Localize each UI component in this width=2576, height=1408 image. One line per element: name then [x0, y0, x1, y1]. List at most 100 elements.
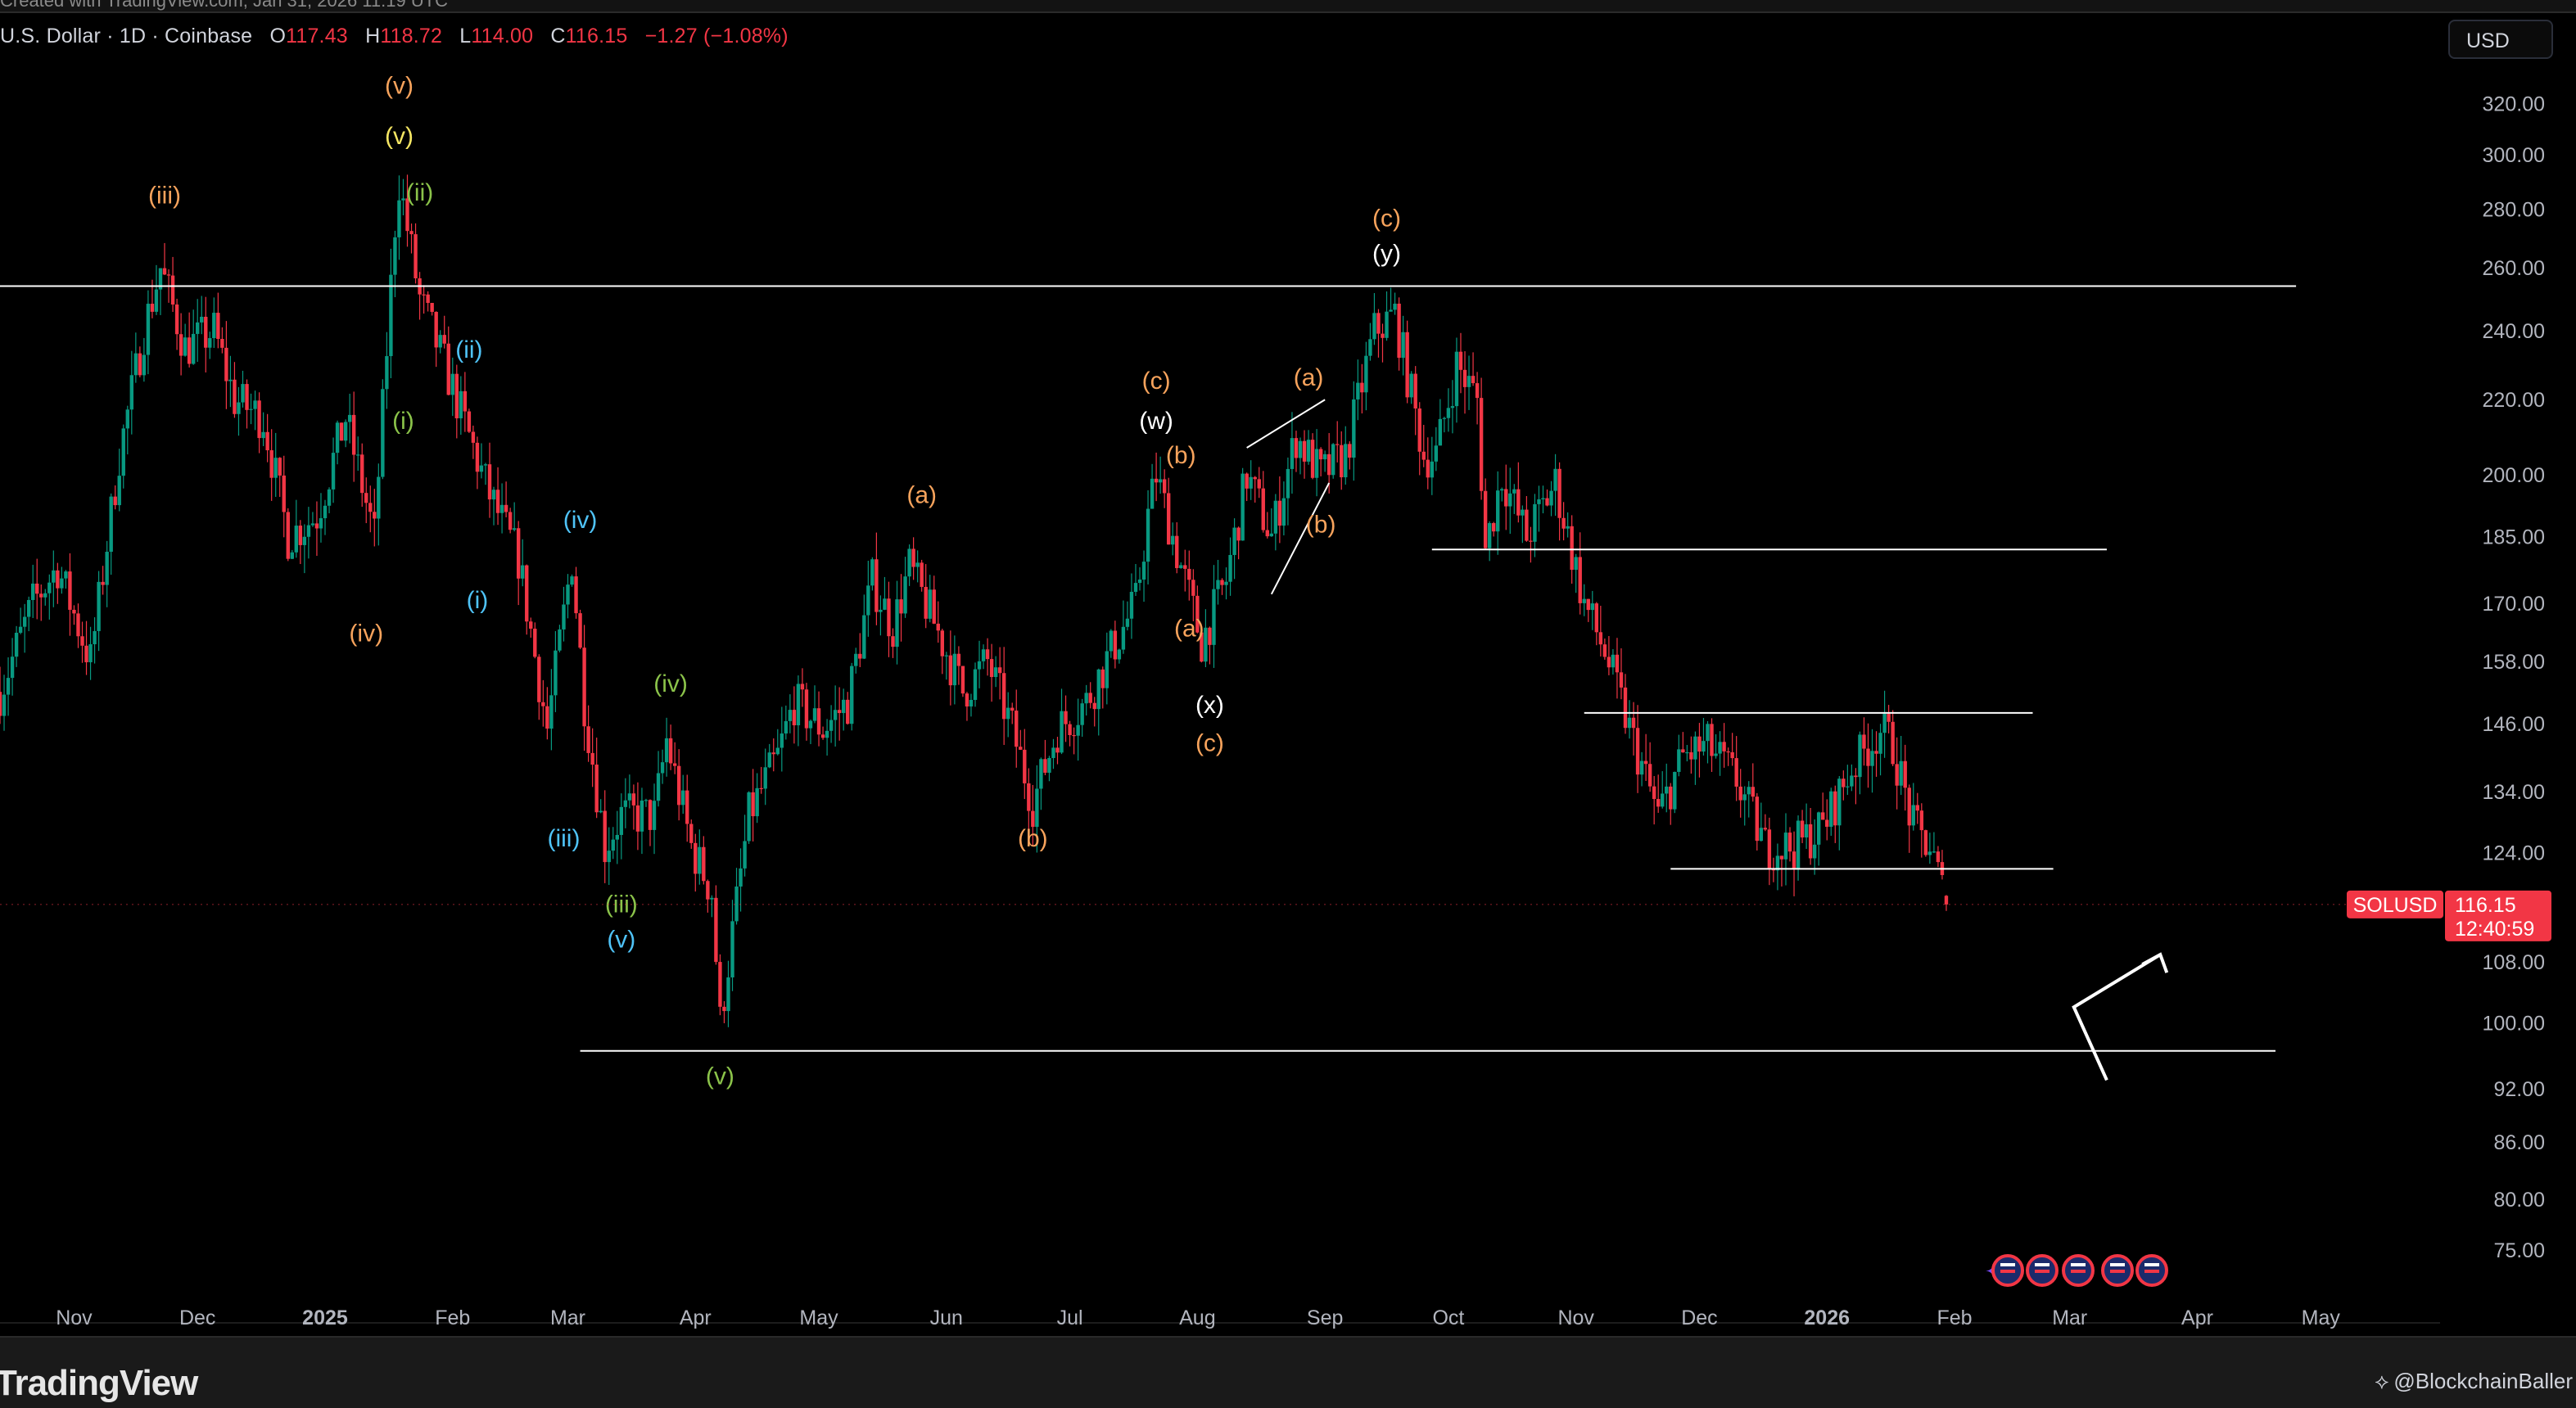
candle-body: [294, 526, 299, 553]
y-tick-label: 158.00: [2483, 651, 2545, 674]
currency-button[interactable]: USD: [2448, 20, 2553, 59]
candle-body: [858, 653, 862, 659]
candle-body: [1829, 791, 1833, 827]
candle-body: [846, 699, 850, 724]
candle-body: [1911, 805, 1915, 826]
candle-body: [1191, 580, 1195, 596]
candle-body: [883, 598, 887, 610]
candle-body: [1051, 747, 1055, 759]
candle-body: [1175, 535, 1179, 568]
candle-body: [1117, 649, 1122, 660]
open-value: 117.43: [286, 25, 348, 47]
candle-body: [174, 304, 179, 335]
candle-body: [409, 231, 414, 235]
candle-body: [1677, 749, 1681, 772]
candle-body: [1314, 449, 1319, 478]
candle-body: [249, 408, 253, 410]
candle-body: [611, 839, 615, 851]
candle-body: [1763, 828, 1768, 830]
candle-body: [314, 523, 319, 529]
candle-body: [1352, 399, 1356, 458]
candle-body: [483, 464, 488, 466]
event-flag-stripe: [2071, 1263, 2086, 1266]
candle-body: [220, 339, 224, 348]
candle-body: [1816, 812, 1821, 845]
candle-body: [47, 582, 52, 593]
candle-body: [183, 337, 188, 356]
candle-body: [72, 609, 76, 614]
candle-body: [1462, 369, 1467, 387]
candle-body: [1027, 783, 1031, 811]
candle-body: [1734, 758, 1738, 787]
top-strip-text: Created with TradingView.com, Jan 31, 20…: [0, 0, 449, 11]
candle-body: [170, 275, 175, 305]
candle-body: [698, 846, 702, 874]
candle-body: [862, 615, 866, 659]
candle-body: [1870, 751, 1874, 766]
candle-body: [702, 846, 706, 882]
candle-body: [710, 897, 714, 900]
candle-body: [1269, 533, 1274, 537]
candle-body: [755, 787, 759, 817]
candle-body: [499, 504, 504, 513]
bottom-bar: [0, 1336, 2576, 1408]
candle-body: [1825, 819, 1829, 827]
candle-body: [1306, 440, 1311, 462]
candle-body: [60, 578, 64, 589]
candle-body: [619, 806, 624, 835]
open-label: O: [269, 25, 287, 47]
candle-body: [200, 316, 204, 323]
candle-body: [521, 565, 525, 579]
candle-body: [603, 810, 607, 863]
wave-label: (b): [1306, 511, 1336, 538]
candle-body: [1454, 351, 1459, 407]
tradingview-logo-icon[interactable]: TradingView: [0, 1363, 198, 1403]
candle-body: [1220, 580, 1224, 585]
candle-body: [233, 379, 237, 414]
candle-body: [216, 313, 220, 340]
candle-body: [1344, 444, 1348, 478]
wave-label: (v): [385, 123, 414, 150]
price-badge: [2445, 890, 2551, 941]
candle-body: [759, 787, 763, 789]
candle-body: [1647, 764, 1652, 787]
candle-body: [208, 338, 212, 348]
candle-body: [739, 868, 743, 887]
candle-body: [1702, 741, 1706, 752]
candle-body: [866, 585, 870, 616]
candle-body: [541, 702, 545, 706]
wave-label: (ii): [455, 336, 482, 363]
candle-body: [944, 655, 949, 657]
wave-label: (c): [1142, 368, 1171, 395]
candle-body: [228, 379, 233, 381]
candle-body: [401, 198, 405, 201]
candle-body: [1574, 557, 1578, 571]
candle-body: [35, 583, 39, 594]
candle-body: [1232, 527, 1236, 555]
y-tick-label: 280.00: [2483, 198, 2545, 221]
candle-body: [1471, 376, 1476, 384]
candle-body: [1158, 479, 1163, 483]
candle-body: [1611, 654, 1616, 668]
candle-body: [1516, 489, 1521, 516]
symbol-description: U.S. Dollar · 1D · Coinbase: [0, 25, 253, 47]
candle-body: [973, 669, 978, 700]
candle-body: [812, 708, 817, 721]
candle-body: [1150, 478, 1155, 509]
candle-body: [1602, 644, 1607, 657]
candle-body: [1446, 408, 1451, 418]
candle-body: [747, 792, 751, 842]
candle-body: [664, 738, 669, 763]
candle-body: [689, 824, 694, 843]
candle-body: [808, 720, 813, 729]
candle-body: [212, 313, 216, 339]
candle-body: [1401, 332, 1405, 359]
candle-body: [771, 752, 775, 755]
candle-body: [1615, 654, 1620, 673]
wave-label: (iii): [605, 891, 638, 918]
candle-body: [648, 800, 653, 830]
candle-body: [1842, 778, 1846, 787]
candle-body: [454, 373, 459, 419]
y-tick-label: 124.00: [2483, 842, 2545, 865]
